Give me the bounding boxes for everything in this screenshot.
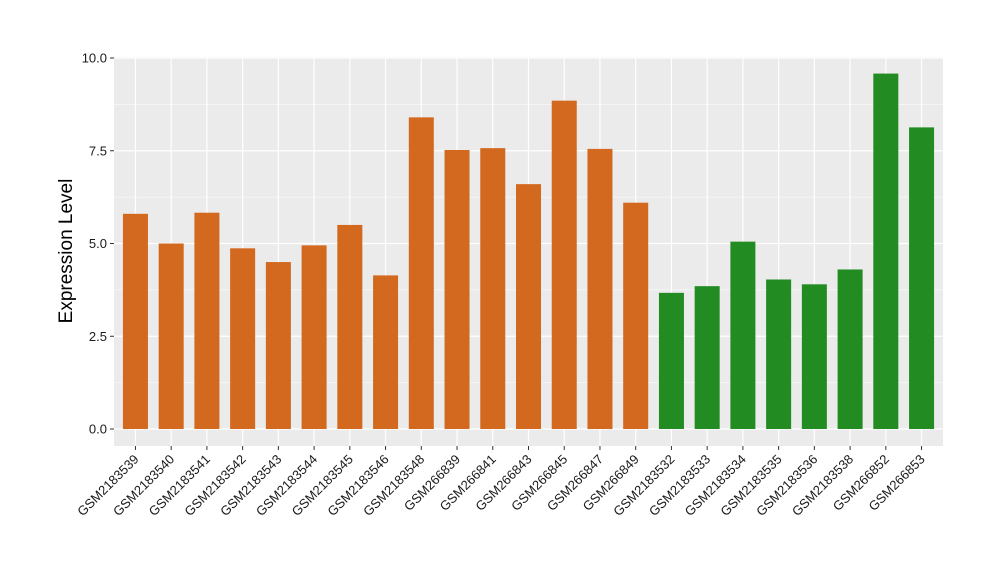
y-tick-label: 7.5 — [89, 143, 107, 158]
bar-GSM2183538 — [837, 269, 863, 429]
y-axis: 0.0 2.5 5.0 7.5 10.0 — [82, 51, 114, 437]
bar-GSM2183539 — [122, 213, 148, 429]
y-axis-title: Expression Level — [56, 179, 77, 324]
y-tick-label: 5.0 — [89, 236, 107, 251]
bar-GSM2183544 — [301, 245, 327, 429]
bar-GSM2183548 — [408, 117, 434, 430]
bar-GSM2183546 — [373, 275, 399, 429]
bar-GSM2183533 — [694, 286, 720, 429]
bar-GSM266841 — [480, 148, 506, 429]
bar-GSM2183540 — [158, 243, 184, 429]
bar-GSM266849 — [623, 202, 649, 429]
bar-GSM2183545 — [337, 224, 363, 429]
bar-GSM266839 — [444, 150, 470, 429]
bar-GSM266847 — [587, 148, 613, 429]
bar-GSM2183535 — [766, 279, 792, 429]
bar-GSM266843 — [515, 184, 542, 429]
x-axis: GSM2183539GSM2183540GSM2183541GSM2183542… — [74, 446, 928, 519]
bar-GSM2183543 — [265, 262, 291, 429]
bars — [122, 73, 935, 430]
x-tick-label: GSM2183539 — [74, 452, 141, 519]
bar-GSM2183536 — [801, 284, 827, 429]
bar-GSM266845 — [551, 100, 577, 429]
y-tick-label: 0.0 — [89, 422, 107, 437]
bar-GSM266853 — [909, 127, 935, 429]
bar-GSM2183542 — [230, 248, 256, 429]
bar-GSM266852 — [873, 73, 899, 429]
bar-GSM2183541 — [194, 212, 220, 429]
bar-GSM2183532 — [658, 292, 684, 429]
bar-GSM2183534 — [730, 241, 756, 429]
y-tick-label: 10.0 — [82, 51, 107, 66]
y-tick-label: 2.5 — [89, 329, 107, 344]
